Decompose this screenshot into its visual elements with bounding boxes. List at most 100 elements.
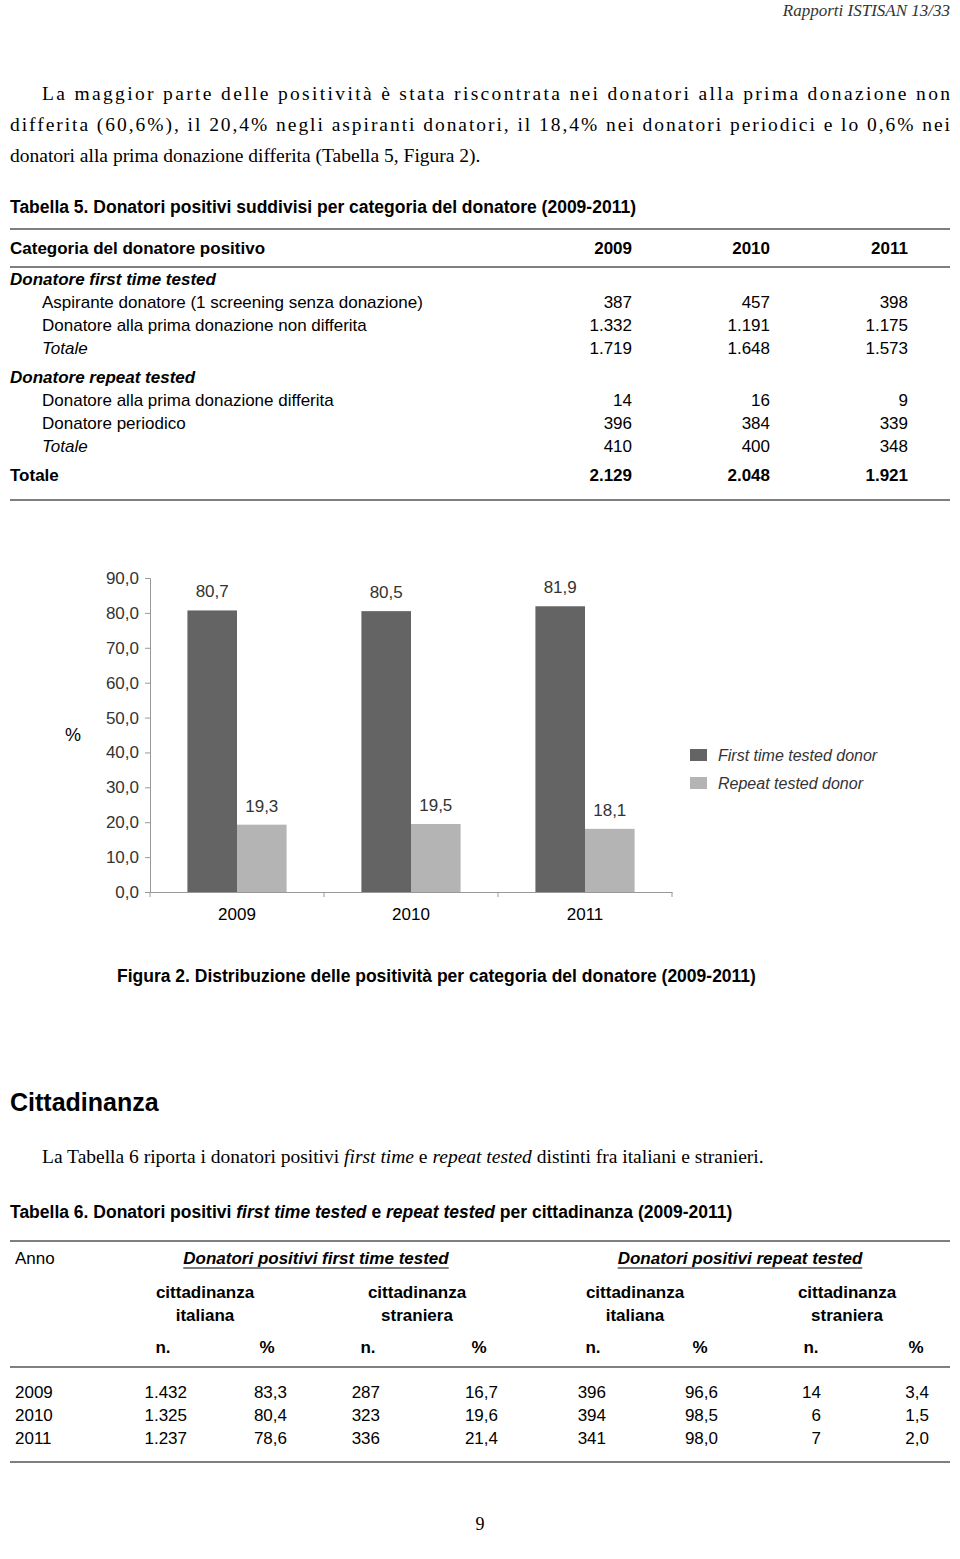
text-segment: e [414,1146,432,1167]
tick-label: 30,0 [106,778,139,797]
table-cell: 6 [812,1406,821,1425]
figure-caption: Figura 2. Distribuzione delle positività… [117,966,756,986]
axis-line [151,892,673,893]
text-segment: first time [344,1146,414,1167]
text-segment: Tabella 6. Donatori positivi [10,1202,236,1222]
legend-label: Repeat tested donor [718,775,864,792]
table-cell: 9 [899,391,908,410]
table-subheader: italiana [176,1306,235,1325]
table-subheader: italiana [606,1306,665,1325]
x-axis: 2009 2010 2011 [151,892,673,924]
table-cell: 14 [613,391,632,410]
data-label: 18,1 [593,801,626,820]
tick: 2011 [567,892,604,924]
table-cell: 1.719 [589,339,632,358]
text-segment: per cittadinanza (2009-2011) [495,1202,732,1222]
table-rule [10,228,950,229]
data-labels: 80,780,581,919,319,518,1 [196,578,627,820]
table-cell: 2.048 [727,466,770,485]
table-cell: 1.237 [144,1429,187,1448]
table-cell: 341 [578,1429,606,1448]
table-cell: 1.332 [589,316,632,335]
table-cell: 2.129 [589,466,632,485]
table-group-header: Donatori positivi repeat tested [618,1249,863,1268]
table-subheader: cittadinanza [156,1283,255,1302]
axis-title: % [65,725,81,745]
table-subheader: n. [803,1338,818,1357]
chart: 80,780,581,919,319,518,1 0,0 10,0 20,0 30,0 4… [65,569,878,924]
bars [187,606,634,892]
table-cell: 1.648 [727,339,770,358]
table-header: Anno [15,1249,55,1268]
text-segment: distinti fra italiani e stranieri. [532,1146,764,1167]
category-divider [324,892,325,897]
table-cell: 339 [880,414,908,433]
tick-mark [145,892,150,893]
table-subheader: n. [155,1338,170,1357]
table-cell: 78,6 [254,1429,287,1448]
tick-mark [145,718,150,719]
paragraph-line: La maggior parte delle positività è stat… [42,83,950,104]
table-subheader: % [259,1338,274,1357]
table-cell: Aspirante donatore (1 screening senza do… [42,293,423,312]
tick: 2010 [392,892,430,924]
tick-label: 90,0 [106,569,139,588]
table-cell: 1.191 [727,316,770,335]
category-divider [150,892,151,897]
table-cell: 398 [880,293,908,312]
background [0,0,960,1559]
tick: 90,0 [106,569,150,588]
table-subheader: cittadinanza [586,1283,685,1302]
tick-label: 0,0 [115,883,139,902]
table-cell: 396 [578,1383,606,1402]
table-cell: 3,4 [905,1383,929,1402]
table-cell: 1,5 [905,1406,929,1425]
paragraph: La Tabella 6 riporta i donatori positivi… [42,1146,764,1167]
bar [187,610,237,892]
tick-mark [145,648,150,649]
category-divider [672,892,673,897]
table-subheader: cittadinanza [368,1283,467,1302]
tick: 50,0 [106,708,150,727]
table-cell: 400 [742,437,770,456]
table-cell: 96,6 [685,1383,718,1402]
tick: 2009 [218,892,256,924]
text-segment: repeat tested [386,1202,495,1222]
tick: 40,0 [106,743,150,762]
category-divider [498,892,499,897]
table-rule [10,1367,950,1368]
table-cell: Totale [42,339,88,358]
data-label: 80,5 [370,583,403,602]
table-cell: 14 [802,1383,821,1402]
tick-mark [145,683,150,684]
text-segment: first time tested [236,1202,367,1222]
table-caption: Tabella 5. Donatori positivi suddivisi p… [10,197,636,217]
underline [183,1268,448,1269]
tick-label: 10,0 [106,848,139,867]
tick: 10,0 [106,848,150,867]
text-segment: La Tabella 6 riporta i donatori positivi [42,1146,344,1167]
table-subheader: straniera [811,1306,883,1325]
table-cell: 323 [352,1406,380,1425]
y-axis: 0,0 10,0 20,0 30,0 40,0 50,0 60,0 70,0 80,0 90,0 [106,569,151,902]
tick-label: 70,0 [106,639,139,658]
table-cell: 1.573 [865,339,908,358]
tick-label: 60,0 [106,674,139,693]
table-cell: 1.175 [865,316,908,335]
table-cell: 16 [751,391,770,410]
paragraph-line: differita (60,6%), il 20,4% negli aspira… [10,114,951,136]
table-cell: 2,0 [905,1429,929,1448]
table-cell: 7 [812,1429,821,1448]
table-subheader: % [692,1338,707,1357]
bar [411,824,461,892]
bar [585,829,635,892]
tick: 60,0 [106,674,150,693]
legend-swatch [690,749,707,761]
tick: 0,0 [115,883,150,902]
table-cell: 287 [352,1383,380,1402]
tick-label: 20,0 [106,813,139,832]
legend-label: First time tested donor [718,747,878,764]
tick-label: 80,0 [106,604,139,623]
table-header: Categoria del donatore positivo [10,239,265,258]
table-cell: Donatore repeat tested [10,368,196,387]
